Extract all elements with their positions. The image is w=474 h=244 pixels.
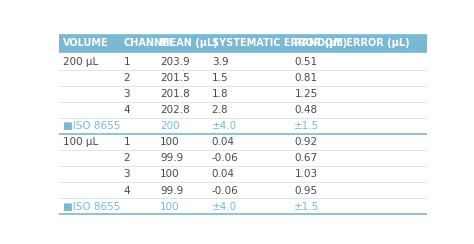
Text: 200: 200 [160, 121, 180, 131]
Text: RANDOM ERROR (μL): RANDOM ERROR (μL) [294, 38, 410, 48]
Text: ■ISO 8655: ■ISO 8655 [63, 202, 120, 212]
Text: 0.04: 0.04 [212, 170, 235, 180]
Text: 100: 100 [160, 170, 180, 180]
Text: 2: 2 [124, 73, 130, 83]
Text: ■ISO 8655: ■ISO 8655 [63, 121, 120, 131]
Text: SYSTEMATIC ERROR (μL): SYSTEMATIC ERROR (μL) [212, 38, 347, 48]
Text: 0.04: 0.04 [212, 137, 235, 147]
Text: MEAN (μL): MEAN (μL) [160, 38, 218, 48]
Text: 3.9: 3.9 [212, 57, 228, 67]
FancyBboxPatch shape [59, 35, 427, 52]
Text: 0.92: 0.92 [294, 137, 318, 147]
Text: 0.67: 0.67 [294, 153, 318, 163]
Text: 0.51: 0.51 [294, 57, 318, 67]
Text: 2.8: 2.8 [212, 105, 228, 115]
Text: 1: 1 [124, 137, 130, 147]
Text: 1.25: 1.25 [294, 89, 318, 99]
Text: 203.9: 203.9 [160, 57, 190, 67]
Text: 100: 100 [160, 202, 180, 212]
Text: 201.5: 201.5 [160, 73, 190, 83]
Text: 0.81: 0.81 [294, 73, 318, 83]
Text: -0.06: -0.06 [212, 153, 238, 163]
Text: 100: 100 [160, 137, 180, 147]
Text: 200 μL: 200 μL [63, 57, 98, 67]
Text: ±1.5: ±1.5 [294, 202, 319, 212]
Text: 3: 3 [124, 170, 130, 180]
Text: ±1.5: ±1.5 [294, 121, 319, 131]
Text: VOLUME: VOLUME [63, 38, 109, 48]
Text: ±4.0: ±4.0 [212, 202, 237, 212]
Text: 4: 4 [124, 105, 130, 115]
Text: 1.5: 1.5 [212, 73, 228, 83]
Text: 99.9: 99.9 [160, 153, 183, 163]
Text: 0.95: 0.95 [294, 186, 318, 195]
Text: -0.06: -0.06 [212, 186, 238, 195]
Text: ±4.0: ±4.0 [212, 121, 237, 131]
Text: 100 μL: 100 μL [63, 137, 98, 147]
Text: CHANNEL: CHANNEL [124, 38, 175, 48]
Text: 202.8: 202.8 [160, 105, 190, 115]
Text: 1.8: 1.8 [212, 89, 228, 99]
Text: 1.03: 1.03 [294, 170, 318, 180]
Text: 1: 1 [124, 57, 130, 67]
Text: 201.8: 201.8 [160, 89, 190, 99]
Text: 3: 3 [124, 89, 130, 99]
Text: 4: 4 [124, 186, 130, 195]
Text: 2: 2 [124, 153, 130, 163]
Text: 0.48: 0.48 [294, 105, 318, 115]
Text: 99.9: 99.9 [160, 186, 183, 195]
